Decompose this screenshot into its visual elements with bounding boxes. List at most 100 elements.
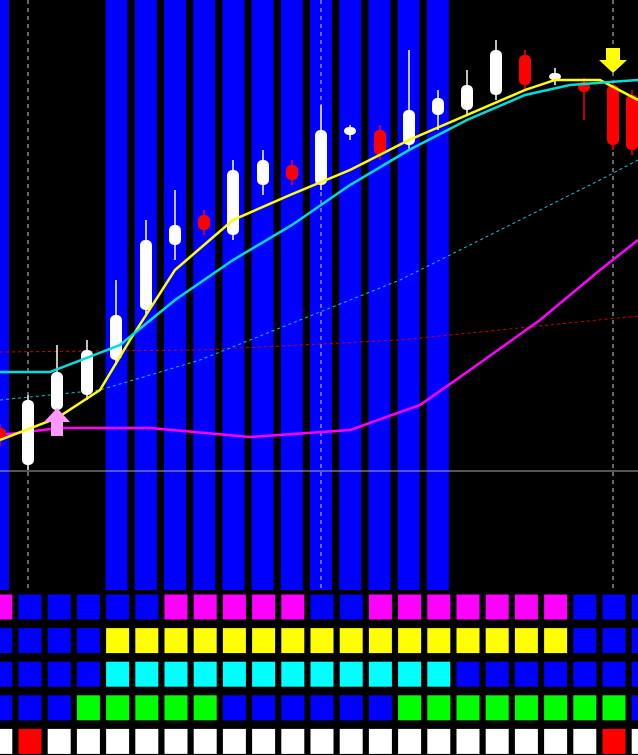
indicator-cell (601, 694, 627, 722)
indicator-cell (630, 593, 638, 621)
highlight-stripe (164, 0, 186, 590)
indicator-cell (105, 593, 131, 621)
highlight-stripe (193, 0, 216, 590)
candle-body (490, 50, 502, 95)
indicator-cell (0, 660, 14, 688)
moving-average (0, 78, 638, 374)
indicator-cell (513, 660, 539, 688)
indicator-cell (543, 627, 569, 655)
indicator-cell (338, 660, 364, 688)
indicator-cell (221, 660, 247, 688)
indicator-cell (163, 593, 189, 621)
indicator-cell (163, 627, 189, 655)
indicator-cell (572, 694, 598, 722)
indicator-cell (251, 694, 277, 722)
candle-body (51, 372, 63, 410)
indicator-cell (0, 627, 14, 655)
indicator-cell (280, 627, 306, 655)
moving-average (0, 78, 638, 442)
candle-body (198, 215, 210, 230)
indicator-cell (426, 727, 452, 755)
highlight-stripe (368, 0, 391, 590)
indicator-cell (455, 694, 481, 722)
indicator-cell (192, 727, 218, 755)
indicator-cell (17, 694, 43, 722)
indicator-cell (309, 593, 335, 621)
indicator-cell (221, 593, 247, 621)
indicator-cell (105, 627, 131, 655)
indicator-cell (134, 660, 160, 688)
indicator-cell (309, 694, 335, 722)
indicator-cell (455, 727, 481, 755)
indicator-cell (309, 660, 335, 688)
indicator-cell (484, 694, 510, 722)
highlight-stripe (222, 0, 245, 590)
candle-body (403, 110, 415, 145)
indicator-cell (251, 627, 277, 655)
candle-body (549, 73, 561, 80)
indicator-cell (280, 694, 306, 722)
indicator-cell (513, 694, 539, 722)
indicator-cell (134, 593, 160, 621)
indicator-cell (630, 727, 638, 755)
indicator-cell (367, 593, 393, 621)
indicator-cell (17, 593, 43, 621)
indicator-cell (426, 593, 452, 621)
indicator-cell (630, 660, 638, 688)
indicator-cell (221, 627, 247, 655)
indicator-cell (46, 627, 72, 655)
indicator-cell (251, 727, 277, 755)
candle-body (110, 315, 122, 360)
indicator-cell (513, 627, 539, 655)
indicator-cell (251, 660, 277, 688)
indicator-cell (572, 627, 598, 655)
indicator-cell (221, 694, 247, 722)
indicator-cell (426, 627, 452, 655)
indicator-cell (630, 694, 638, 722)
candle-body (607, 85, 619, 145)
indicator-cell (367, 660, 393, 688)
indicator-cell (338, 694, 364, 722)
indicator-cell (484, 627, 510, 655)
indicator-cell (163, 660, 189, 688)
moving-average (0, 315, 638, 353)
candle-body (286, 165, 298, 180)
indicator-cell (455, 660, 481, 688)
indicator-cell (601, 660, 627, 688)
indicator-cell (397, 694, 423, 722)
highlight-stripe (280, 0, 303, 590)
highlight-stripe (339, 0, 362, 590)
highlight-stripe (0, 0, 9, 590)
candle-body (140, 240, 152, 310)
candle-body (257, 160, 269, 185)
indicator-cell (367, 727, 393, 755)
indicator-cell (192, 694, 218, 722)
indicator-cell (601, 593, 627, 621)
indicator-cell (75, 694, 101, 722)
sell-arrow (599, 48, 627, 73)
indicator-cell (75, 627, 101, 655)
indicator-cell (46, 660, 72, 688)
indicator-cell (484, 660, 510, 688)
indicator-cell (572, 727, 598, 755)
indicator-cell (484, 727, 510, 755)
indicator-cell (367, 694, 393, 722)
indicator-cell (46, 727, 72, 755)
candle-body (519, 55, 531, 85)
indicator-cell (105, 694, 131, 722)
candle-body (432, 98, 444, 115)
indicator-cell (426, 694, 452, 722)
indicator-cell (280, 660, 306, 688)
highlight-stripe (426, 0, 449, 590)
indicator-cell (543, 593, 569, 621)
indicator-cell (280, 593, 306, 621)
indicator-cell (397, 593, 423, 621)
candle-body (344, 127, 356, 135)
candle-body (374, 130, 386, 155)
indicator-cell (163, 694, 189, 722)
indicator-cell (426, 660, 452, 688)
indicator-cell (46, 593, 72, 621)
indicator-cell (543, 727, 569, 755)
indicator-cell (192, 593, 218, 621)
